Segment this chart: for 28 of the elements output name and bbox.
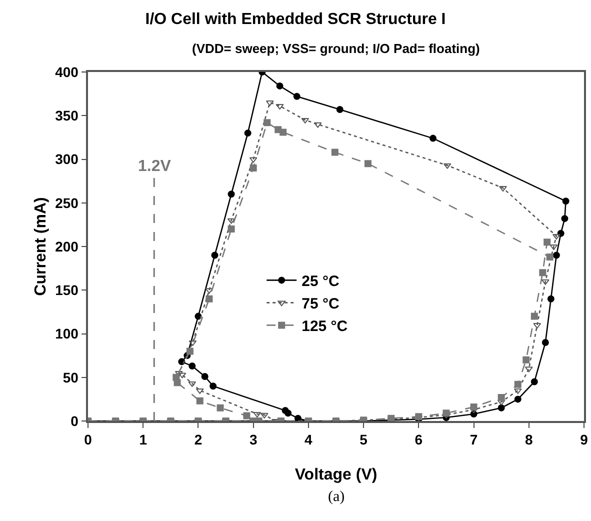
- x-tick-label: 0: [84, 432, 92, 448]
- y-tick-label: 150: [55, 282, 79, 298]
- y-axis-title: Current (mA): [32, 197, 50, 296]
- x-tick-label: 1: [139, 432, 148, 448]
- y-tick-label: 350: [55, 108, 79, 124]
- text: (a): [328, 489, 345, 505]
- legend-label: 125 °C: [302, 318, 348, 336]
- y-tick-label: 400: [55, 64, 79, 80]
- y-tick-label: 200: [55, 238, 79, 254]
- y-tick-label: 250: [55, 194, 79, 211]
- legend-label: 25 °C: [302, 273, 340, 290]
- legend-label: 75 °C: [302, 296, 340, 313]
- y-tick-label: 100: [55, 326, 79, 342]
- x-tick-label: 6: [414, 432, 423, 448]
- ref-line-label: 1.2V: [138, 158, 172, 175]
- chart-subtitle: (VDD= sweep; VSS= ground; I/O Pad= floating): [192, 41, 480, 56]
- y-tick-label: 50: [62, 369, 79, 386]
- x-tick-label: 9: [580, 432, 588, 448]
- x-tick-label: 5: [360, 432, 368, 448]
- x-tick-label: 7: [470, 432, 478, 448]
- x-axis-title: Voltage (V): [294, 466, 378, 484]
- x-tick-label: 3: [249, 432, 258, 448]
- x-tick-label: 2: [194, 432, 202, 448]
- chart-title: I/O Cell with Embedded SCR Structure I: [145, 11, 446, 28]
- y-tick-label: 0: [70, 412, 79, 429]
- x-tick-label: 8: [524, 432, 533, 448]
- y-tick-label: 300: [55, 151, 79, 168]
- x-tick-label: 4: [304, 432, 313, 448]
